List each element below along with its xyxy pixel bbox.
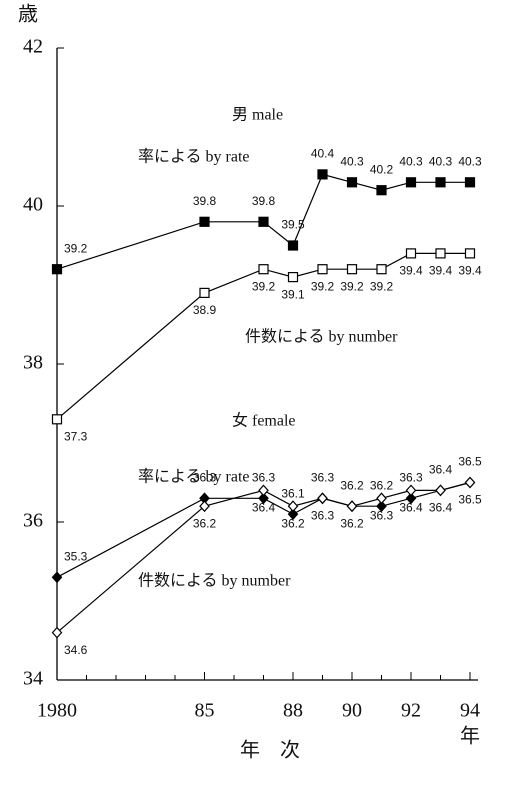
marker <box>258 484 269 497</box>
marker <box>287 240 299 251</box>
marker <box>317 264 328 275</box>
female-label: 女 female <box>232 411 296 430</box>
marker <box>464 476 476 489</box>
marker <box>51 626 63 639</box>
data-label: 36.3 <box>311 508 335 522</box>
marker <box>317 169 328 180</box>
data-label: 37.3 <box>64 429 88 443</box>
x-axis-label: 年 次 <box>240 739 300 762</box>
y-tick-label: 38 <box>23 352 43 374</box>
marker <box>258 492 269 505</box>
data-label: 36.3 <box>311 470 335 484</box>
marker <box>376 185 387 196</box>
data-label: 36.4 <box>429 463 453 477</box>
data-label: 36.3 <box>370 508 394 522</box>
marker <box>405 484 417 497</box>
data-label: 36.2 <box>370 478 394 492</box>
marker <box>435 248 446 259</box>
data-label: 36.4 <box>252 501 276 515</box>
data-label: 36.4 <box>429 501 453 515</box>
y-tick-label: 42 <box>23 36 43 58</box>
data-label: 40.3 <box>429 154 453 168</box>
marker <box>376 264 387 275</box>
marker <box>317 492 328 505</box>
data-label: 39.4 <box>458 264 482 278</box>
marker <box>435 484 446 497</box>
marker <box>287 500 299 513</box>
data-label: 39.2 <box>370 279 394 293</box>
data-label: 40.3 <box>458 154 482 168</box>
data-label: 39.2 <box>311 279 335 293</box>
data-label: 39.2 <box>64 241 88 255</box>
marker <box>51 571 63 584</box>
marker <box>51 414 63 425</box>
marker <box>346 500 358 513</box>
data-label: 40.3 <box>340 154 364 168</box>
marker <box>405 248 417 259</box>
marker <box>376 500 387 513</box>
data-label: 36.2 <box>281 516 305 530</box>
y-tick-label: 40 <box>23 194 43 216</box>
series-label: 件数による by number <box>245 328 398 346</box>
series-line <box>56 173 470 270</box>
marker <box>51 264 63 275</box>
data-label: 39.4 <box>399 264 423 278</box>
x-tick-label: 94 <box>460 700 480 722</box>
data-label: 40.3 <box>399 154 423 168</box>
x-tick-label: 92 <box>401 700 421 722</box>
data-label: 39.8 <box>252 194 276 208</box>
marker <box>376 492 387 505</box>
marker <box>464 177 476 188</box>
marker <box>258 264 269 275</box>
data-label: 39.4 <box>429 264 453 278</box>
marker <box>405 492 417 505</box>
marker <box>199 216 210 227</box>
series-label: 率による by rate <box>138 468 250 486</box>
data-label: 36.5 <box>458 455 482 469</box>
data-label: 35.3 <box>64 549 88 563</box>
series-label: 件数による by number <box>138 572 291 590</box>
x-tick-label: 85 <box>195 700 215 722</box>
x-tick-label: 1980 <box>37 700 77 722</box>
series-line <box>56 481 471 634</box>
marker <box>346 177 358 188</box>
data-label: 40.2 <box>370 162 394 176</box>
marker <box>199 500 210 513</box>
data-label: 39.8 <box>193 194 217 208</box>
marker <box>287 508 299 520</box>
data-label: 36.3 <box>399 470 423 484</box>
x-tick-label: 90 <box>342 700 362 722</box>
data-label: 38.9 <box>193 303 217 317</box>
data-label: 36.5 <box>458 493 482 507</box>
data-label: 36.1 <box>281 486 305 500</box>
data-label: 34.6 <box>64 643 88 657</box>
marker <box>405 177 417 188</box>
data-label: 36.3 <box>193 470 217 484</box>
marker <box>199 287 210 298</box>
data-label: 36.4 <box>399 501 423 515</box>
y-tick-label: 34 <box>23 668 43 690</box>
series-label: 率による by rate <box>138 148 250 166</box>
x-unit: 年 <box>460 725 480 748</box>
y-tick-label: 36 <box>23 510 43 532</box>
data-label: 39.1 <box>281 287 305 301</box>
series-line <box>56 252 470 420</box>
marker <box>435 177 446 188</box>
data-label: 39.2 <box>340 279 364 293</box>
x-tick-label: 88 <box>283 700 303 722</box>
male-label: 男 male <box>232 107 283 124</box>
marker <box>464 248 476 259</box>
data-label: 36.2 <box>340 478 364 492</box>
data-label: 40.4 <box>311 147 335 161</box>
marker <box>287 272 299 283</box>
data-label: 39.2 <box>252 279 276 293</box>
y-unit: 歳 <box>18 3 38 26</box>
data-label: 36.2 <box>193 516 217 530</box>
marker <box>346 264 358 275</box>
data-label: 36.2 <box>340 516 364 530</box>
marker <box>258 216 269 227</box>
data-label: 36.3 <box>252 470 276 484</box>
data-label: 39.5 <box>281 218 305 232</box>
